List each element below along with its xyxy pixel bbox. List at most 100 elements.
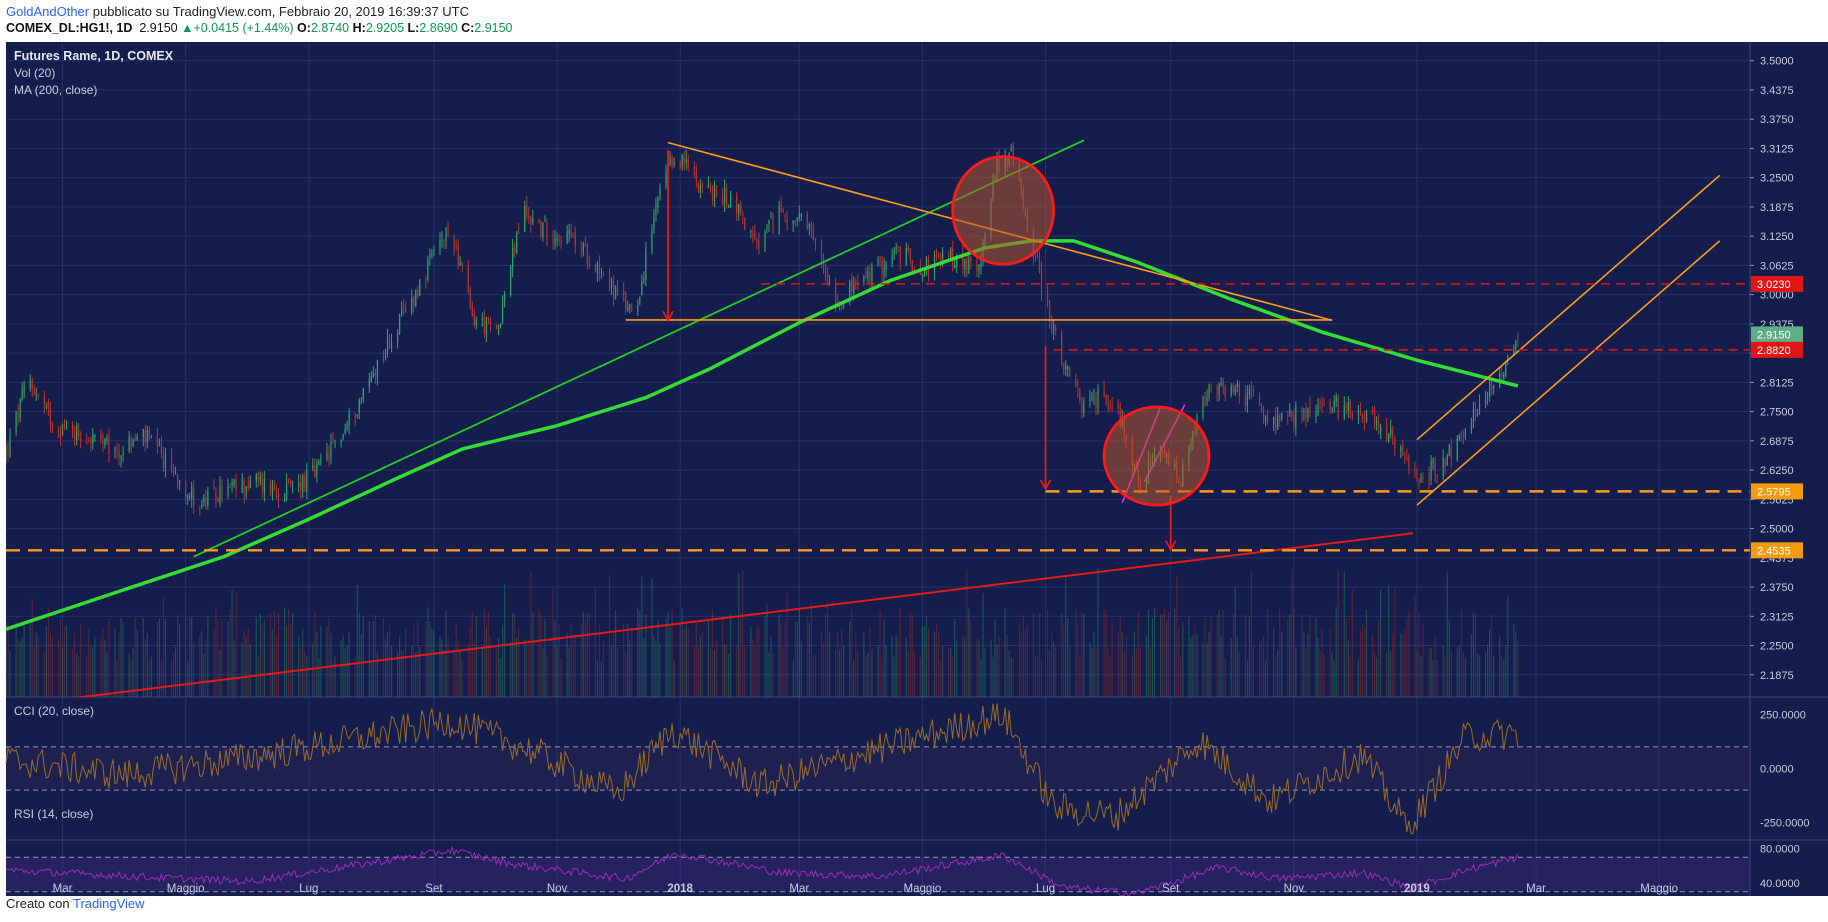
candle-body bbox=[1305, 408, 1307, 418]
volume-bar bbox=[1515, 632, 1517, 697]
volume-bar bbox=[9, 650, 11, 697]
candle-body bbox=[348, 413, 350, 426]
volume-bar bbox=[905, 637, 907, 697]
volume-bar bbox=[538, 608, 540, 697]
volume-bar bbox=[148, 659, 150, 697]
volume-bar bbox=[1188, 617, 1190, 697]
candle-body bbox=[568, 229, 570, 234]
volume-bar bbox=[598, 624, 601, 697]
volume-bar bbox=[1264, 660, 1267, 697]
candle-body bbox=[185, 482, 187, 498]
volume-bar bbox=[74, 633, 76, 697]
volume-bar bbox=[1448, 619, 1450, 697]
volume-bar bbox=[1093, 631, 1095, 697]
volume-bar bbox=[723, 644, 726, 697]
candle-body bbox=[968, 259, 970, 274]
volume-bar bbox=[614, 610, 617, 697]
y-tick-label: 3.0000 bbox=[1760, 290, 1794, 302]
x-tick-label: Maggio bbox=[1640, 883, 1678, 895]
price-badge-label: 3.0230 bbox=[1757, 279, 1791, 291]
volume-bar bbox=[1036, 656, 1039, 697]
volume-bar bbox=[419, 646, 421, 697]
candle-body bbox=[132, 439, 134, 447]
volume-bar bbox=[594, 586, 597, 697]
candle-body bbox=[556, 237, 558, 242]
x-tick-label: Nov bbox=[547, 883, 568, 895]
volume-bar bbox=[1262, 635, 1265, 697]
volume-bar bbox=[1301, 615, 1303, 697]
volume-bar bbox=[384, 638, 387, 697]
candle-body bbox=[1349, 401, 1351, 415]
candle-body bbox=[1053, 325, 1055, 332]
candle-body bbox=[1371, 409, 1374, 412]
candle-body bbox=[867, 271, 869, 279]
volume-bar bbox=[499, 658, 502, 697]
volume-bar bbox=[1008, 650, 1010, 697]
volume-bar bbox=[457, 639, 459, 697]
volume-bar bbox=[744, 646, 746, 697]
tradingview-logo[interactable]: TradingView bbox=[72, 896, 145, 911]
candle-body bbox=[671, 155, 673, 167]
candle-body bbox=[475, 319, 477, 325]
volume-bar bbox=[429, 621, 431, 697]
candle-body bbox=[602, 272, 605, 275]
volume-bar bbox=[701, 632, 703, 697]
volume-bar bbox=[370, 661, 372, 697]
channel-upper-line bbox=[1416, 174, 1721, 441]
volume-bar bbox=[201, 631, 203, 697]
candle-body bbox=[826, 273, 829, 286]
volume-bar bbox=[259, 613, 261, 697]
volume-bar bbox=[328, 618, 330, 697]
volume-bar bbox=[376, 652, 379, 697]
volume-bar bbox=[1077, 624, 1079, 697]
volume-bar bbox=[1458, 646, 1460, 697]
volume-bar bbox=[966, 569, 968, 697]
volume-bar bbox=[540, 612, 542, 697]
candle-body bbox=[701, 183, 703, 188]
candle-body bbox=[1220, 382, 1222, 386]
candle-body bbox=[144, 430, 146, 444]
volume-bar bbox=[750, 626, 752, 697]
volume-bar bbox=[699, 636, 701, 697]
volume-bar bbox=[726, 644, 728, 697]
volume-bar bbox=[907, 650, 909, 697]
candle-body bbox=[627, 307, 629, 311]
candle-body bbox=[86, 441, 88, 443]
volume-bar bbox=[445, 610, 447, 697]
candle-body bbox=[415, 289, 417, 307]
volume-bar bbox=[982, 592, 984, 697]
volume-bar bbox=[287, 608, 290, 697]
x-tick-label: 2019 bbox=[1404, 883, 1430, 895]
volume-bar bbox=[29, 623, 31, 697]
volume-bar bbox=[277, 612, 280, 697]
y-tick-label: 2.7500 bbox=[1760, 407, 1794, 419]
volume-bar bbox=[302, 628, 304, 697]
volume-bar bbox=[1246, 661, 1248, 697]
candle-body bbox=[1357, 409, 1360, 416]
candle-body bbox=[1462, 435, 1464, 437]
candle-body bbox=[911, 260, 913, 271]
candle-body bbox=[1040, 269, 1043, 293]
candle-body bbox=[1038, 257, 1041, 271]
volume-bar bbox=[1024, 628, 1026, 697]
candle-body bbox=[612, 282, 615, 299]
author-link[interactable]: GoldAndOther bbox=[6, 4, 90, 19]
volume-bar bbox=[1305, 649, 1307, 697]
volume-bar bbox=[1386, 653, 1388, 697]
volume-bar bbox=[1446, 572, 1448, 697]
volume-bar bbox=[269, 612, 272, 697]
volume-bar bbox=[728, 654, 730, 697]
candle-body bbox=[441, 240, 443, 242]
candle-body bbox=[1266, 414, 1269, 424]
candle-body bbox=[1119, 406, 1121, 427]
candle-body bbox=[1234, 388, 1236, 393]
volume-bar bbox=[1061, 612, 1063, 697]
volume-bar bbox=[1089, 641, 1091, 697]
volume-bar bbox=[1323, 653, 1325, 697]
candle-body bbox=[1287, 414, 1289, 417]
candle-body bbox=[201, 504, 203, 509]
candle-body bbox=[786, 219, 788, 224]
candle-body bbox=[1069, 368, 1071, 377]
volume-bar bbox=[300, 647, 302, 697]
chart-canvas[interactable]: 3.5000 3.4375 3.3750 3.3125 3.2500 3.1875 3.12… bbox=[0, 42, 1828, 896]
